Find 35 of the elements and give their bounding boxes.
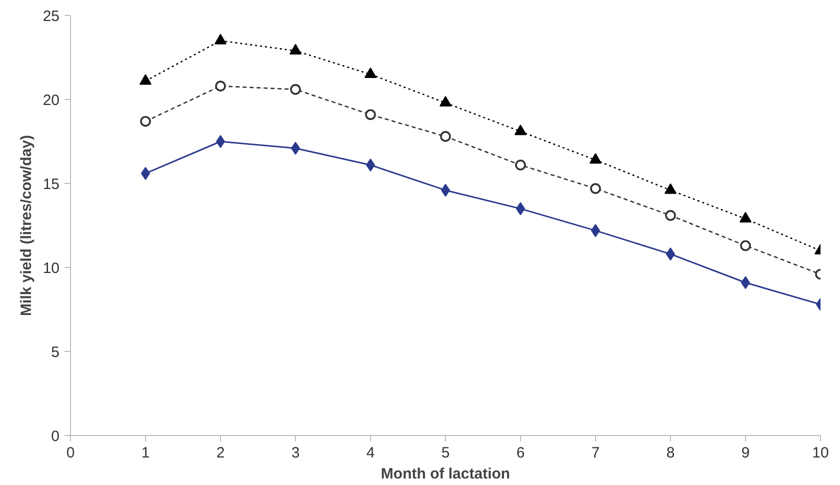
y-tick-label: 0 <box>51 428 60 445</box>
x-tick-label: 8 <box>666 444 675 462</box>
point <box>140 116 151 127</box>
x-tick-label: 10 <box>812 444 829 462</box>
x-tick-label: 3 <box>291 444 300 462</box>
point <box>140 74 152 85</box>
y-tick-label: 5 <box>51 344 60 361</box>
point <box>440 96 452 107</box>
x-tick-label: 5 <box>441 444 450 462</box>
x-tick-label: 4 <box>366 444 375 462</box>
x-tick-label: 1 <box>141 444 150 462</box>
point <box>590 183 601 194</box>
x-tick-label: 2 <box>216 444 225 462</box>
y-tick-label: 15 <box>42 176 60 193</box>
point <box>214 34 226 44</box>
point <box>364 67 376 78</box>
y-axis-title: Milk yield (litres/cow/day) <box>18 135 35 316</box>
y-tick-label: 25 <box>42 8 60 25</box>
point <box>590 153 602 164</box>
point <box>440 131 451 142</box>
point <box>215 80 226 92</box>
x-tick-label: 6 <box>516 444 525 462</box>
y-tick-label: 20 <box>42 92 60 109</box>
point <box>365 109 376 120</box>
point <box>740 240 751 252</box>
x-axis-title: Month of lactation <box>380 466 510 482</box>
y-tick-label: 10 <box>42 260 60 277</box>
x-tick-label: 9 <box>741 444 750 462</box>
point <box>515 160 526 170</box>
point <box>665 210 676 221</box>
point <box>514 124 526 136</box>
x-tick-label: 0 <box>66 444 75 462</box>
point <box>290 84 301 95</box>
x-tick-label: 7 <box>591 444 600 462</box>
point <box>290 44 302 54</box>
